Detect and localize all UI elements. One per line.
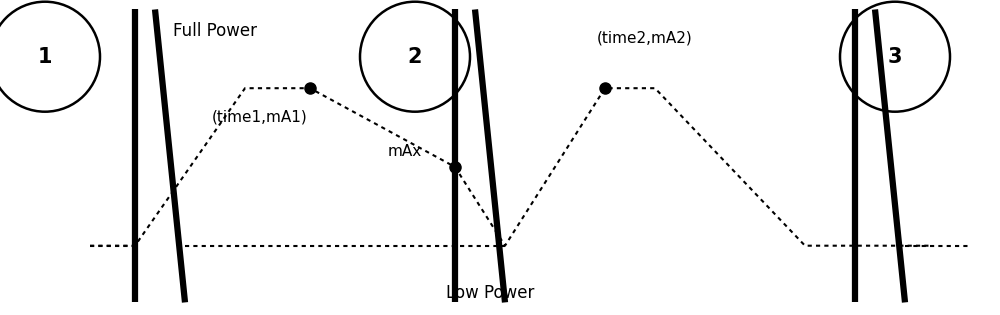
- Text: (time2,mA2): (time2,mA2): [597, 30, 693, 45]
- Text: mAx: mAx: [388, 144, 422, 159]
- Text: 3: 3: [888, 47, 902, 67]
- Text: Full Power: Full Power: [173, 22, 257, 41]
- Text: 1: 1: [38, 47, 52, 67]
- Text: 2: 2: [408, 47, 422, 67]
- Text: Low Power: Low Power: [446, 284, 534, 302]
- Text: (time1,mA1): (time1,mA1): [212, 109, 308, 124]
